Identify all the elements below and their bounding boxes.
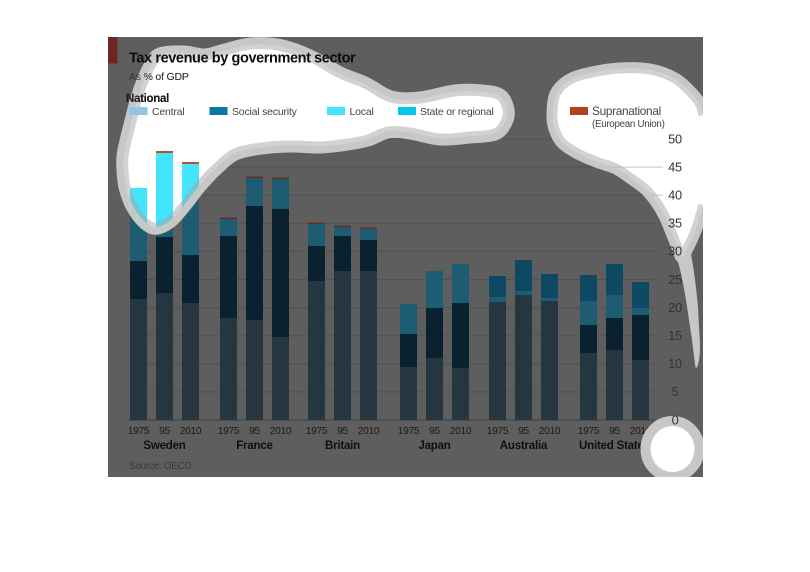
- svg-text:2010: 2010: [539, 426, 561, 437]
- svg-text:95: 95: [609, 426, 620, 437]
- svg-text:Social security: Social security: [232, 106, 298, 118]
- svg-text:Sweden: Sweden: [143, 440, 185, 452]
- svg-text:France: France: [236, 440, 273, 452]
- svg-text:Source: OECD: Source: OECD: [129, 461, 192, 472]
- svg-text:National: National: [126, 93, 169, 105]
- svg-text:1975: 1975: [578, 426, 600, 437]
- svg-text:2010: 2010: [358, 426, 380, 437]
- svg-text:50: 50: [668, 131, 682, 146]
- svg-text:Central: Central: [152, 106, 184, 118]
- svg-text:10: 10: [668, 356, 682, 371]
- svg-text:Britain: Britain: [325, 440, 360, 452]
- svg-text:40: 40: [668, 188, 682, 203]
- svg-text:95: 95: [337, 426, 348, 437]
- svg-text:1975: 1975: [487, 426, 509, 437]
- svg-text:Supranational: Supranational: [592, 104, 661, 118]
- svg-text:35: 35: [668, 216, 682, 231]
- svg-text:0: 0: [672, 412, 679, 427]
- svg-text:25: 25: [668, 272, 682, 287]
- svg-text:State or regional: State or regional: [420, 106, 494, 118]
- svg-text:95: 95: [518, 426, 529, 437]
- svg-text:United States: United States: [579, 440, 650, 452]
- svg-text:Japan: Japan: [418, 440, 450, 452]
- svg-text:As % of GDP: As % of GDP: [129, 71, 189, 83]
- svg-text:2010: 2010: [270, 426, 292, 437]
- svg-text:Tax revenue by government sect: Tax revenue by government sector: [129, 51, 356, 67]
- svg-text:2010: 2010: [180, 426, 202, 437]
- svg-text:95: 95: [249, 426, 260, 437]
- svg-text:20: 20: [668, 300, 682, 315]
- svg-text:30: 30: [668, 244, 682, 259]
- svg-text:2010: 2010: [630, 426, 652, 437]
- svg-text:2010: 2010: [450, 426, 472, 437]
- svg-text:Australia: Australia: [500, 440, 548, 452]
- svg-text:1975: 1975: [398, 426, 420, 437]
- svg-text:1975: 1975: [218, 426, 240, 437]
- svg-text:Local: Local: [350, 106, 374, 118]
- svg-text:5: 5: [672, 384, 679, 399]
- svg-text:(European Union): (European Union): [592, 119, 665, 130]
- svg-text:1975: 1975: [306, 426, 328, 437]
- svg-text:1975: 1975: [128, 426, 150, 437]
- svg-text:45: 45: [668, 159, 682, 174]
- svg-text:95: 95: [159, 426, 170, 437]
- svg-text:15: 15: [668, 328, 682, 343]
- svg-text:95: 95: [429, 426, 440, 437]
